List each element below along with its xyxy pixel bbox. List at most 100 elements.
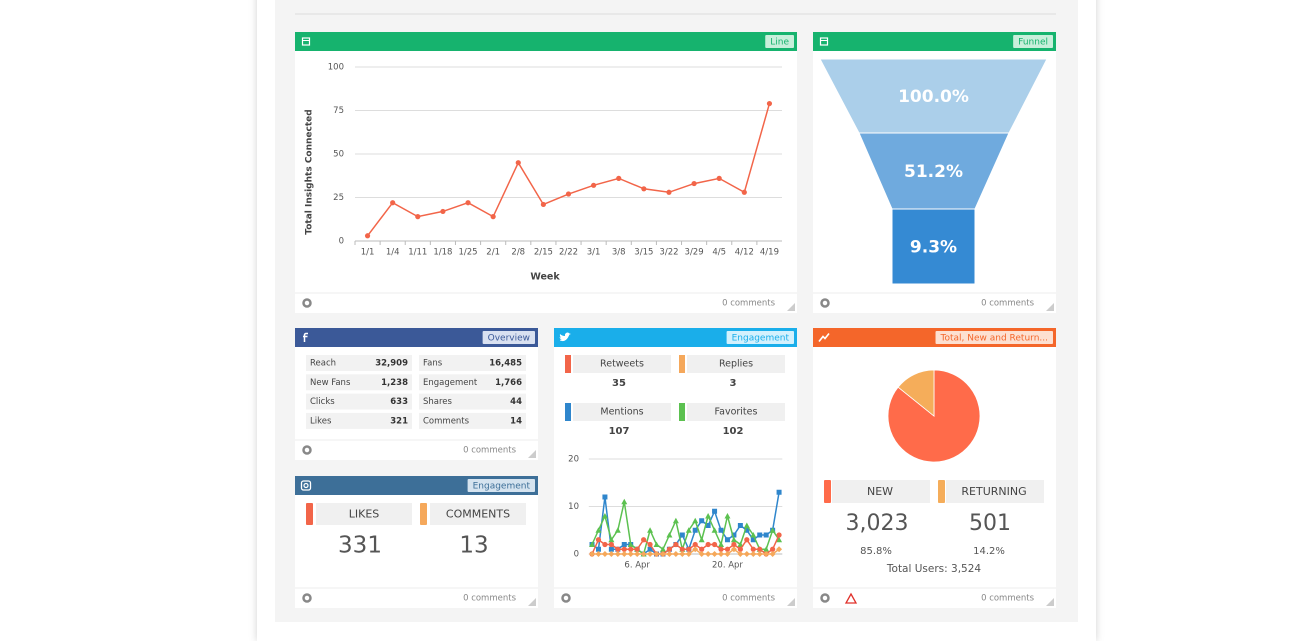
widget-badge[interactable] bbox=[765, 35, 794, 48]
data-point bbox=[621, 546, 627, 552]
data-point bbox=[601, 513, 608, 519]
stat-label: Replies bbox=[719, 359, 753, 370]
warning-icon bbox=[844, 592, 858, 604]
table-label: Reach bbox=[310, 359, 336, 369]
table-label: Shares bbox=[423, 397, 453, 407]
stat-color-bar bbox=[679, 355, 685, 373]
table-cell bbox=[419, 412, 526, 429]
data-point bbox=[776, 489, 782, 495]
header-icon bbox=[559, 332, 571, 342]
stat-color-bar bbox=[679, 403, 685, 421]
data-point bbox=[692, 541, 698, 548]
data-point bbox=[602, 494, 608, 500]
x-tick-label: 1/25 bbox=[458, 248, 477, 258]
x-tick-label: 1/4 bbox=[386, 248, 400, 258]
data-point bbox=[724, 537, 730, 543]
widget-badge[interactable] bbox=[467, 479, 535, 492]
data-point bbox=[679, 551, 686, 557]
stat-color-bar bbox=[306, 503, 313, 525]
settings-icon[interactable] bbox=[302, 593, 312, 603]
data-point bbox=[698, 536, 705, 543]
x-tick-label: 2/1 bbox=[486, 248, 500, 258]
y-axis-label: Total Insights Connected bbox=[305, 109, 315, 234]
data-point bbox=[653, 551, 660, 557]
resize-handle[interactable] bbox=[528, 598, 536, 606]
stat-value: 3 bbox=[730, 378, 737, 389]
data-point bbox=[724, 546, 731, 552]
table-cell bbox=[419, 374, 526, 391]
stat-label: Mentions bbox=[600, 407, 643, 418]
widget-badge[interactable] bbox=[482, 331, 535, 344]
funnel-label: 100.0% bbox=[898, 87, 969, 107]
comments-link[interactable]: 0 comments bbox=[463, 594, 516, 604]
stat-label: LIKES bbox=[349, 508, 380, 521]
stat-label: Favorites bbox=[715, 407, 758, 418]
widget-card bbox=[554, 328, 797, 608]
stat-label-box bbox=[687, 355, 785, 373]
data-point bbox=[415, 214, 421, 220]
settings-icon[interactable] bbox=[302, 445, 312, 455]
y-tick-label: 100 bbox=[328, 63, 344, 73]
data-point bbox=[595, 546, 601, 552]
data-point bbox=[634, 546, 640, 552]
settings-icon[interactable] bbox=[561, 593, 571, 603]
data-point bbox=[490, 214, 496, 220]
stat-color-bar bbox=[420, 503, 427, 525]
y-tick-label: 10 bbox=[568, 502, 579, 512]
data-point bbox=[698, 551, 705, 557]
data-point bbox=[743, 551, 750, 557]
header-icon bbox=[818, 333, 830, 342]
stat-value: 331 bbox=[338, 533, 382, 559]
y-tick-label: 0 bbox=[574, 550, 579, 560]
resize-handle[interactable] bbox=[528, 450, 536, 458]
data-point bbox=[666, 551, 673, 557]
widget-badge[interactable] bbox=[1013, 35, 1053, 48]
header-icon bbox=[303, 332, 308, 342]
resize-handle[interactable] bbox=[787, 598, 795, 606]
widget-header bbox=[813, 32, 1056, 51]
resize-handle[interactable] bbox=[1046, 303, 1054, 311]
widget-badge[interactable] bbox=[935, 331, 1053, 344]
stat-label-box bbox=[430, 503, 526, 525]
settings-icon[interactable] bbox=[820, 593, 830, 603]
comments-link[interactable]: 0 comments bbox=[463, 446, 516, 456]
comments-link[interactable]: 0 comments bbox=[981, 299, 1034, 309]
data-point bbox=[672, 517, 679, 524]
x-tick-label: 3/1 bbox=[587, 248, 601, 258]
x-tick-label: 4/5 bbox=[712, 248, 726, 258]
data-point bbox=[685, 527, 692, 533]
settings-icon[interactable] bbox=[302, 298, 312, 308]
widget-badge-label: Line bbox=[770, 38, 789, 48]
table-label: Clicks bbox=[310, 397, 335, 407]
comments-link[interactable]: 0 comments bbox=[722, 594, 775, 604]
stat-value: 107 bbox=[609, 426, 630, 437]
table-label: Fans bbox=[423, 359, 443, 369]
header-icon bbox=[300, 480, 312, 491]
data-point bbox=[692, 517, 699, 524]
x-tick-label: 2/8 bbox=[511, 248, 525, 258]
data-point bbox=[705, 541, 711, 548]
x-tick-label: 1/11 bbox=[408, 248, 427, 258]
resize-handle[interactable] bbox=[1046, 598, 1054, 606]
data-point bbox=[608, 536, 615, 543]
table-cell bbox=[306, 374, 412, 391]
data-point bbox=[711, 541, 718, 548]
data-point bbox=[757, 546, 763, 552]
widget-badge-label: Engagement bbox=[473, 482, 531, 492]
stat-label: COMMENTS bbox=[446, 508, 510, 521]
data-point bbox=[647, 546, 653, 552]
data-point bbox=[616, 175, 622, 181]
data-point bbox=[776, 546, 783, 553]
widget-badge[interactable] bbox=[726, 331, 794, 344]
comments-link[interactable]: 0 comments bbox=[981, 594, 1034, 604]
data-point bbox=[647, 527, 654, 533]
data-point bbox=[705, 523, 711, 528]
settings-icon[interactable] bbox=[820, 298, 830, 308]
resize-handle[interactable] bbox=[787, 303, 795, 311]
comments-link[interactable]: 0 comments bbox=[722, 299, 775, 309]
data-point bbox=[718, 527, 724, 533]
data-point bbox=[686, 546, 692, 552]
pie-slice bbox=[897, 369, 935, 417]
data-point bbox=[737, 541, 744, 547]
